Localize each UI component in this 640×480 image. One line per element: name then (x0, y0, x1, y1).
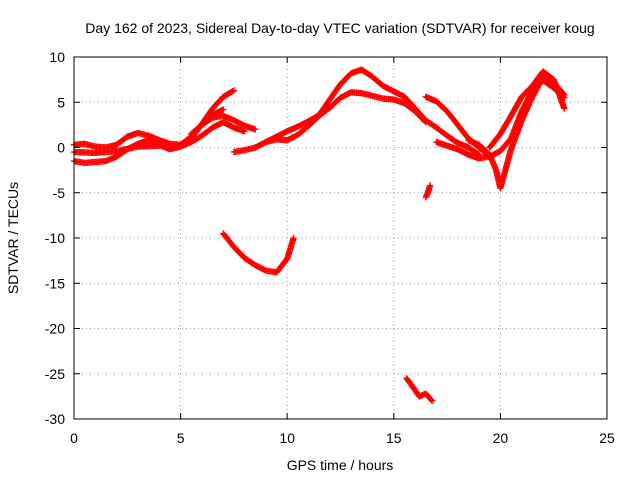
y-tick-label: 10 (49, 49, 65, 65)
data-point (290, 234, 297, 242)
chart-title: Day 162 of 2023, Sidereal Day-to-day VTE… (85, 20, 594, 36)
x-tick-label: 5 (177, 430, 185, 446)
x-tick-label: 10 (279, 430, 295, 446)
data-point (241, 128, 248, 135)
data-point (230, 87, 238, 94)
y-tick-label: -20 (45, 321, 65, 337)
series-track-4 (188, 112, 259, 138)
series-track-11 (220, 230, 297, 276)
y-tick-labels: -30 -25 -20 -15 -10 -5 0 5 10 (45, 49, 65, 427)
x-tick-labels: 0 5 10 15 20 25 (70, 430, 615, 446)
data-point (220, 106, 227, 113)
data-point (229, 87, 236, 95)
data-point (428, 396, 435, 404)
data-point (561, 105, 568, 112)
y-tick-label: -15 (45, 275, 65, 291)
data-point (252, 126, 259, 133)
y-tick-label: -5 (53, 185, 66, 201)
data-point (428, 397, 436, 405)
x-axis-label: GPS time / hours (287, 457, 394, 473)
axis-ticks (73, 56, 608, 420)
x-tick-label: 15 (386, 430, 402, 446)
x-tick-label: 25 (599, 430, 615, 446)
series-track-13 (422, 182, 434, 201)
series-track-9 (465, 73, 568, 192)
x-tick-label: 20 (493, 430, 509, 446)
series-track-10 (486, 68, 568, 151)
y-tick-label: -10 (45, 230, 65, 246)
y-axis-label: SDTVAR / TECUs (5, 182, 21, 294)
x-tick-label: 0 (70, 430, 78, 446)
y-tick-label: -25 (45, 366, 65, 382)
data-point (426, 182, 434, 189)
y-tick-label: -30 (45, 411, 65, 427)
series-track-6 (262, 66, 483, 158)
series-track-3 (70, 87, 238, 157)
series-track-12 (403, 375, 436, 405)
y-tick-label: 5 (57, 94, 65, 110)
data-points (70, 66, 568, 405)
y-tick-label: 0 (57, 140, 65, 156)
